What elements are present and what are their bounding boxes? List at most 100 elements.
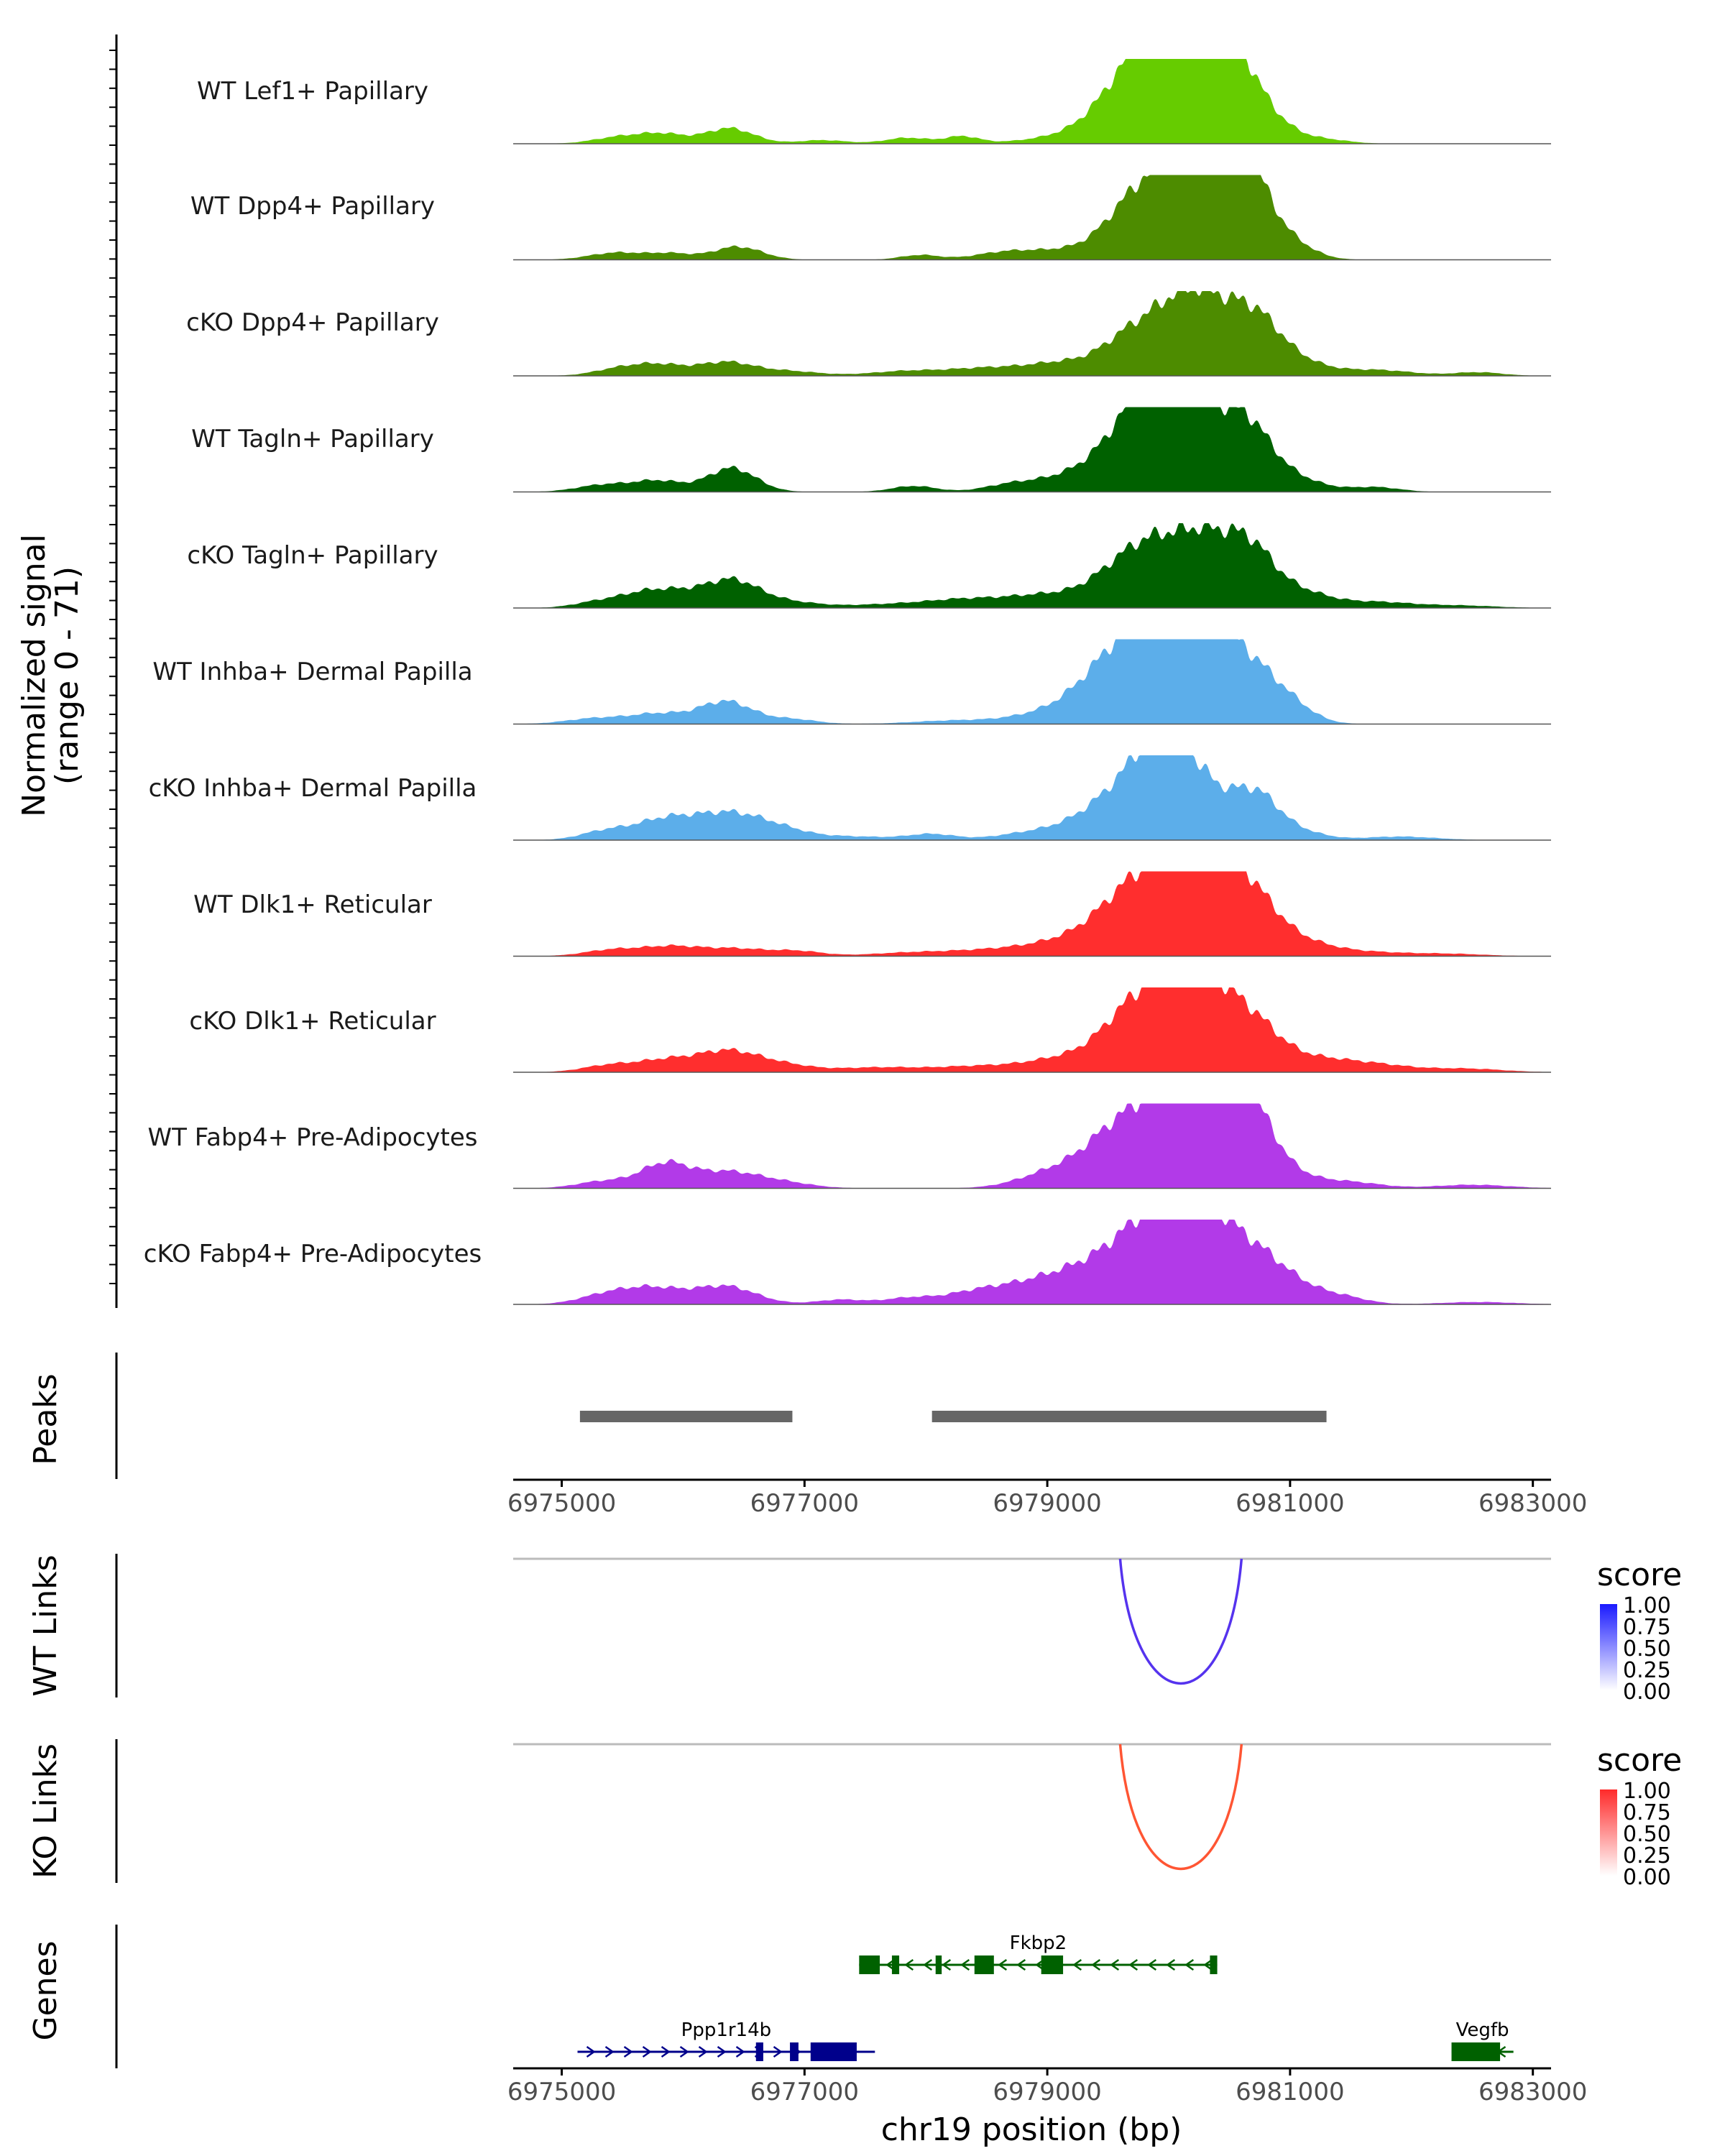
track-label-cko-fabp4: cKO Fabp4+ Pre-Adipocytes xyxy=(144,1240,482,1268)
peaks-track-label: Peaks xyxy=(27,1373,64,1465)
xaxis-mid-tick-label-0: 6975000 xyxy=(507,1489,616,1518)
xaxis-bottom-tick-label-1: 6977000 xyxy=(750,2078,859,2106)
gene-strand-arrow-ppp1r14b xyxy=(586,2045,596,2058)
gene-exon-ppp1r14b-0 xyxy=(755,2042,763,2061)
coverage-area-wt-tagln-papillary xyxy=(513,407,1551,492)
gene-strand-arrow-fkbp2 xyxy=(1166,1958,1176,1971)
coverage-area-cko-dpp4-papillary xyxy=(513,291,1551,376)
coverage-cko-dpp4-papillary xyxy=(513,291,1551,377)
ko-legend-tick-2: 0.50 xyxy=(1623,1822,1671,1847)
coverage-area-cko-tagln-papillary xyxy=(513,523,1551,608)
ko-score-legend: score 1.00 0.75 0.50 0.25 0.00 xyxy=(1597,1742,1682,1890)
gene-ppp1r14b: Ppp1r14b xyxy=(577,2019,875,2061)
wt-legend-tick-2: 0.50 xyxy=(1623,1636,1671,1662)
ko-links-label: KO Links xyxy=(27,1743,64,1879)
wt-links-track xyxy=(513,1557,1551,1685)
x-axis-middle: 6975000 6977000 6979000 6981000 6983000 xyxy=(507,1478,1587,1518)
coverage-wt-inhba-dermal-papilla xyxy=(513,639,1551,725)
gene-strand-arrow-ppp1r14b xyxy=(642,2045,652,2058)
gene-strand-arrow-fkbp2 xyxy=(1016,1958,1026,1971)
signal-axis-ticks xyxy=(109,50,116,1284)
coverage-area-wt-fabp4-pre-adipocytes xyxy=(513,1103,1551,1189)
xaxis-bottom-tick-label-0: 6975000 xyxy=(507,2078,616,2106)
x-axis-title: chr19 position (bp) xyxy=(881,2111,1182,2148)
wt-legend-tick-3: 0.25 xyxy=(1623,1658,1671,1683)
track-label-wt-fabp4: WT Fabp4+ Pre-Adipocytes xyxy=(148,1123,478,1152)
wt-links-label: WT Links xyxy=(27,1554,64,1696)
gene-label-ppp1r14b: Ppp1r14b xyxy=(681,2019,772,2041)
gene-exon-ppp1r14b-1 xyxy=(790,2042,799,2061)
gene-strand-arrow-ppp1r14b xyxy=(604,2045,615,2058)
xaxis-mid-tick-label-3: 6981000 xyxy=(1236,1489,1344,1518)
coverage-area-cko-inhba-dermal-papilla xyxy=(513,755,1551,840)
gene-exon-fkbp2-1 xyxy=(891,1955,900,1974)
coverage-wt-lef1-papillary xyxy=(513,59,1551,144)
wt-score-legend: score 1.00 0.75 0.50 0.25 0.00 xyxy=(1597,1557,1682,1705)
coverage-wt-tagln-papillary xyxy=(513,407,1551,493)
ko-links-layer-arc xyxy=(1118,1743,1243,1870)
gene-label-fkbp2: Fkbp2 xyxy=(1010,1932,1067,1954)
gene-strand-arrow-fkbp2 xyxy=(998,1958,1008,1971)
gene-exon-fkbp2-5 xyxy=(1210,1955,1218,1974)
track-label-wt-inhba: WT Inhba+ Dermal Papilla xyxy=(152,658,472,686)
coverage-wt-dlk1-reticular xyxy=(513,871,1551,957)
track-label-wt-lef1: WT Lef1+ Papillary xyxy=(197,77,428,106)
gene-exon-fkbp2-4 xyxy=(1041,1955,1064,1974)
wt-legend-tick-4: 0.00 xyxy=(1623,1680,1671,1705)
gene-strand-arrow-fkbp2 xyxy=(1184,1958,1195,1971)
gene-strand-arrow-fkbp2 xyxy=(923,1958,933,1971)
xaxis-mid-tick-label-4: 6983000 xyxy=(1478,1489,1587,1518)
gene-strand-arrow-ppp1r14b xyxy=(773,2045,783,2058)
genes-track: Fkbp2 Ppp1r14b Vegfb xyxy=(577,1932,1514,2061)
track-label-wt-dlk1: WT Dlk1+ Reticular xyxy=(193,890,432,919)
gene-strand-arrow-fkbp2 xyxy=(1203,1958,1213,1971)
coverage-area-wt-lef1-papillary xyxy=(513,59,1551,144)
gene-exon-vegfb-0 xyxy=(1451,2042,1501,2061)
gene-exon-fkbp2-3 xyxy=(974,1955,994,1974)
gene-strand-arrow-ppp1r14b xyxy=(735,2045,745,2058)
ko-legend-tick-3: 0.25 xyxy=(1623,1843,1671,1869)
coverage-area-cko-fabp4-pre-adipocytes xyxy=(513,1220,1551,1304)
track-label-wt-tagln: WT Tagln+ Papillary xyxy=(191,425,434,453)
gene-strand-arrow-fkbp2 xyxy=(1147,1958,1157,1971)
gene-strand-arrow-ppp1r14b xyxy=(623,2045,633,2058)
xaxis-bottom-tick-label-4: 6983000 xyxy=(1478,2078,1587,2106)
coverage-cko-tagln-papillary xyxy=(513,523,1551,609)
ko-legend-tick-1: 0.75 xyxy=(1623,1800,1671,1825)
wt-links-layer-arc xyxy=(1118,1558,1243,1685)
coverage-cko-inhba-dermal-papilla xyxy=(513,755,1551,841)
gene-vegfb: Vegfb xyxy=(1451,2019,1514,2061)
coverage-cko-fabp4-pre-adipocytes xyxy=(513,1220,1551,1305)
coverage-area-wt-dlk1-reticular xyxy=(513,871,1551,957)
gene-exon-fkbp2-2 xyxy=(935,1955,942,1974)
ko-legend-tick-0: 1.00 xyxy=(1623,1779,1671,1804)
ko-legend-colorbar xyxy=(1600,1789,1617,1876)
xaxis-bottom-tick-label-2: 6979000 xyxy=(993,2078,1101,2106)
coverage-area-wt-dpp4-papillary xyxy=(513,175,1551,260)
gene-strand-arrow-fkbp2 xyxy=(1128,1958,1138,1971)
gene-label-vegfb: Vegfb xyxy=(1456,2019,1509,2041)
track-label-cko-dlk1: cKO Dlk1+ Reticular xyxy=(189,1007,436,1036)
coverage-tracks xyxy=(513,59,1551,1305)
track-label-cko-inhba: cKO Inhba+ Dermal Papilla xyxy=(149,774,477,803)
peak-range-1 xyxy=(579,1411,793,1422)
coverage-cko-dlk1-reticular xyxy=(513,987,1551,1073)
wt-legend-tick-0: 1.00 xyxy=(1623,1593,1671,1618)
signal-axis-title: Normalized signal xyxy=(16,534,52,817)
coverage-area-cko-dlk1-reticular xyxy=(513,987,1551,1072)
wt-legend-title: score xyxy=(1597,1557,1682,1593)
track-label-cko-dpp4: cKO Dpp4+ Papillary xyxy=(186,308,439,337)
track-label-cko-tagln: cKO Tagln+ Papillary xyxy=(187,541,438,570)
gene-fkbp2: Fkbp2 xyxy=(859,1932,1218,1974)
gene-strand-arrow-ppp1r14b xyxy=(661,2045,671,2058)
coverage-area-wt-inhba-dermal-papilla xyxy=(513,639,1551,724)
peak-range-2 xyxy=(932,1411,1327,1422)
gene-exon-fkbp2-0 xyxy=(859,1955,880,1974)
wt-legend-colorbar xyxy=(1600,1604,1617,1690)
gene-strand-arrow-fkbp2 xyxy=(942,1958,952,1971)
signal-axis-range: (range 0 - 71) xyxy=(49,566,86,785)
gene-exon-ppp1r14b-2 xyxy=(810,2042,857,2061)
gene-strand-arrow-ppp1r14b xyxy=(717,2045,727,2058)
ko-legend-tick-4: 0.00 xyxy=(1623,1865,1671,1890)
